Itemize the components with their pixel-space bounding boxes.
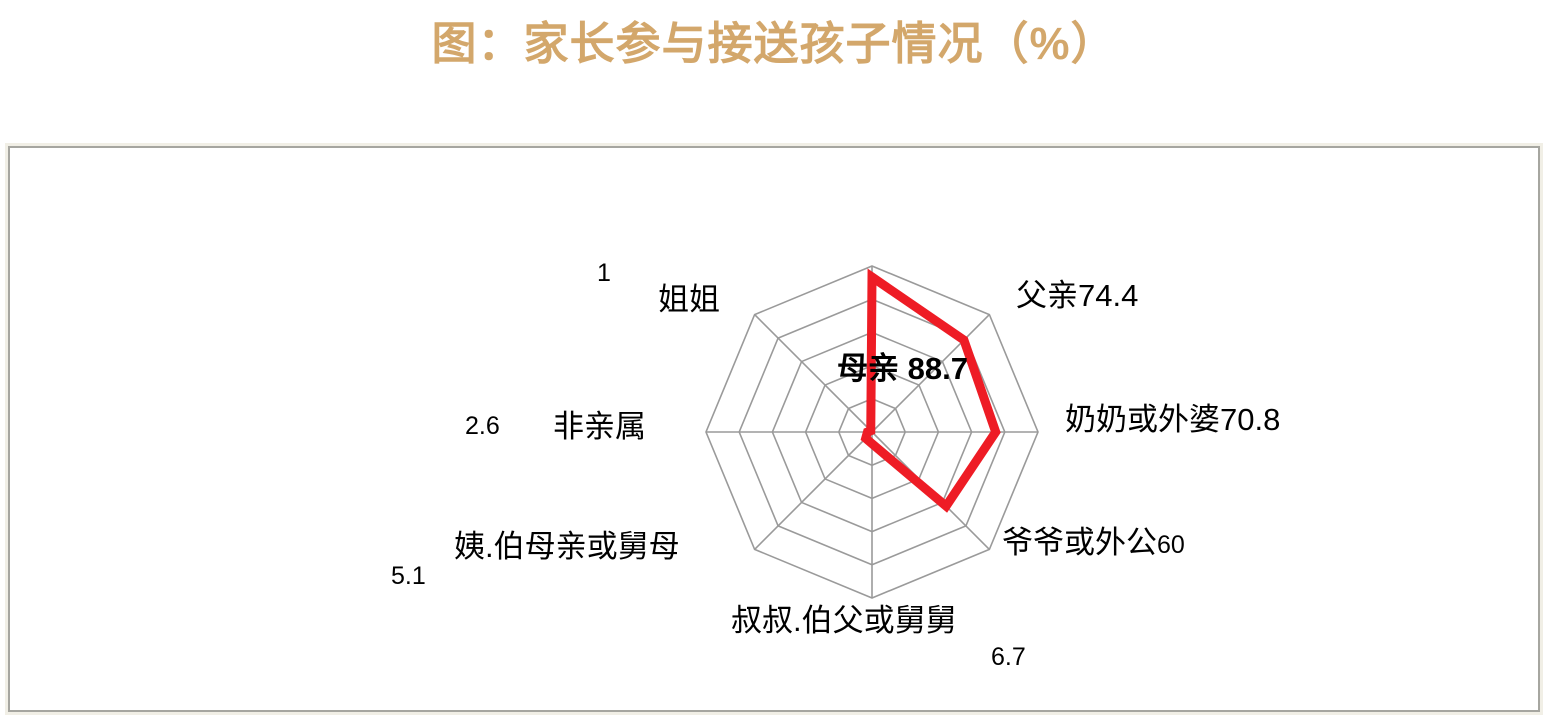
axis-value-aunt: 5.1 (391, 562, 426, 590)
axis-value-sister: 1 (597, 259, 611, 287)
axis-label-aunt: 姨.伯母亲或舅母 (454, 530, 680, 563)
axis-value-uncle: 6.7 (991, 643, 1026, 671)
axis-label-uncle: 叔叔.伯父或舅舅 (731, 604, 957, 637)
axis-label-grandfather-text: 爷爷或外公 (1002, 525, 1157, 560)
axis-label-father-text: 父亲 (1016, 278, 1078, 313)
axis-label-grandmother: 奶奶或外婆70.8 (1065, 403, 1280, 436)
radar-svg (705, 265, 1039, 599)
radar-chart: 母亲 88.7 父亲74.4 奶奶或外婆70.8 爷爷或外公60 叔叔.伯父或舅… (10, 148, 1538, 710)
axis-value-father: 74.4 (1078, 278, 1139, 313)
axis-label-sister-text: 姐姐 (658, 282, 720, 317)
axis-label-sister: 姐姐 (658, 283, 720, 316)
chart-panel: 母亲 88.7 父亲74.4 奶奶或外婆70.8 爷爷或外公60 叔叔.伯父或舅… (8, 146, 1540, 712)
axis-value-mother: 88.7 (907, 351, 968, 386)
axis-label-nonrelative: 非亲属 (553, 410, 646, 443)
axis-value-grandmother: 70.8 (1220, 402, 1281, 437)
axis-label-mother-text: 母亲 (837, 351, 899, 386)
axis-value-grandfather: 60 (1157, 531, 1185, 559)
page-title: 图：家长参与接送孩子情况（%） (431, 18, 1117, 69)
axis-label-aunt-text: 姨.伯母亲或舅母 (454, 529, 680, 564)
axis-value-nonrelative: 2.6 (465, 412, 500, 440)
axis-label-nonrelative-text: 非亲属 (553, 409, 646, 444)
axis-label-father: 父亲74.4 (1016, 279, 1138, 312)
axis-label-grandfather: 爷爷或外公60 (1002, 526, 1185, 559)
axis-label-uncle-text: 叔叔.伯父或舅舅 (731, 603, 957, 638)
axis-label-grandmother-text: 奶奶或外婆 (1065, 402, 1220, 437)
axis-label-mother: 母亲 88.7 (837, 352, 968, 385)
